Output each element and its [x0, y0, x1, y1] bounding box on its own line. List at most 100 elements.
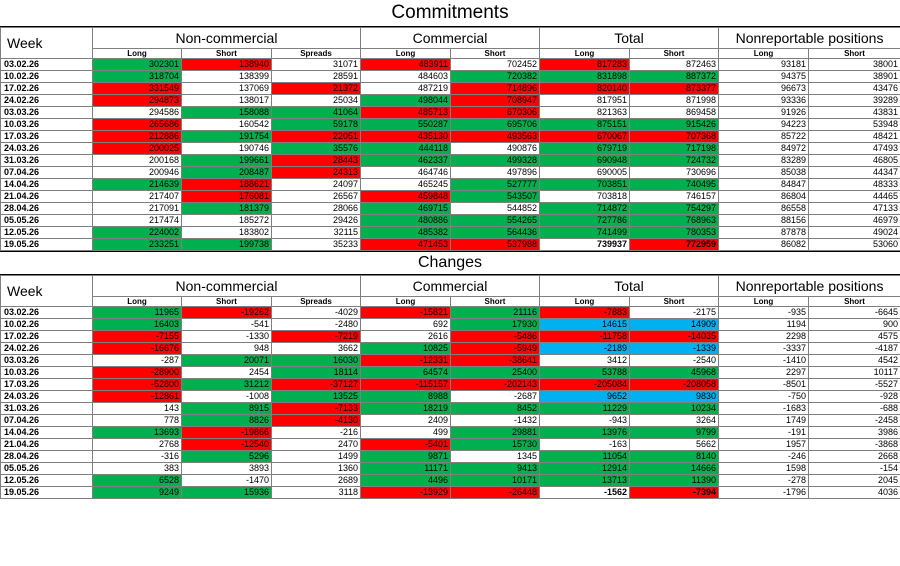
- value-cell: -26448: [450, 486, 540, 499]
- group-header-total: Total: [538, 27, 720, 49]
- value-cell: 53788: [539, 366, 630, 379]
- table-row: 07.04.26 778 8826 -4130 2409 -1432 -943 3264 174…: [0, 414, 900, 427]
- week-cell: 24.02.26: [0, 94, 93, 107]
- table-row: 14.04.26 13693 -19866 -216 499 29881 13976 9799…: [0, 426, 900, 439]
- value-cell: 39289: [808, 94, 900, 107]
- value-cell: 2689: [271, 474, 361, 487]
- value-cell: -11758: [539, 330, 630, 343]
- value-cell: 94223: [718, 118, 810, 131]
- value-cell: 11965: [92, 306, 182, 319]
- value-cell: 554265: [450, 214, 540, 227]
- value-cell: 720382: [450, 70, 540, 83]
- value-cell: 3264: [628, 414, 720, 427]
- sub-header-long: Long: [92, 296, 182, 307]
- value-cell: 948: [181, 342, 272, 355]
- value-cell: 543507: [450, 190, 540, 203]
- commitments-table: Week Non-commercial Commercial Total Non…: [0, 27, 900, 251]
- value-cell: -208058: [628, 378, 720, 391]
- table-row: 10.03.26 -28900 2454 18114 64574 25400 53788 45…: [0, 366, 900, 379]
- value-cell: 772959: [628, 238, 720, 251]
- week-cell: 31.03.26: [0, 154, 93, 167]
- week-cell: 14.04.26: [0, 426, 93, 439]
- value-cell: 527777: [450, 178, 540, 191]
- value-cell: -7155: [92, 330, 182, 343]
- value-cell: 185272: [181, 214, 272, 227]
- value-cell: -216: [271, 426, 361, 439]
- sub-header-long: Long: [92, 48, 182, 59]
- value-cell: 47493: [808, 142, 900, 155]
- value-cell: 2454: [181, 366, 272, 379]
- value-cell: 499: [360, 426, 451, 439]
- group-header-commercial: Commercial: [360, 275, 540, 297]
- sub-header-short: Short: [628, 48, 720, 59]
- value-cell: 29881: [450, 426, 540, 439]
- value-cell: 714872: [539, 202, 630, 215]
- value-cell: 38001: [808, 58, 900, 71]
- value-cell: 780353: [628, 226, 720, 239]
- sub-header-short: Short: [628, 296, 720, 307]
- value-cell: 5296: [181, 450, 272, 463]
- table-row: 24.03.26 200025 190746 35576 444118 490876 679…: [0, 142, 900, 155]
- table-row: 28.04.26 217091 181379 28066 469715 544852 714…: [0, 202, 900, 215]
- value-cell: -12861: [92, 390, 182, 403]
- value-cell: 16403: [92, 318, 182, 331]
- value-cell: 4575: [808, 330, 900, 343]
- table-row: 28.04.26 -316 5296 1499 9871 1345 11054 8140 -24…: [0, 450, 900, 463]
- value-cell: 4496: [360, 474, 451, 487]
- value-cell: -115157: [360, 378, 451, 391]
- value-cell: -14035: [628, 330, 720, 343]
- value-cell: 48421: [808, 130, 900, 143]
- value-cell: 87878: [718, 226, 810, 239]
- value-cell: 820140: [539, 82, 630, 95]
- value-cell: 11229: [539, 402, 630, 415]
- table-row: 31.03.26 143 8915 -7133 18219 8452 11229 10234-…: [0, 402, 900, 415]
- week-cell: 03.02.26: [0, 58, 93, 71]
- week-cell: 12.05.26: [0, 474, 93, 487]
- value-cell: 383: [92, 462, 182, 475]
- value-cell: 484603: [360, 70, 451, 83]
- value-cell: -1796: [718, 486, 810, 499]
- changes-table: Week Non-commercial Commercial Total Non…: [0, 275, 900, 499]
- value-cell: 499328: [450, 154, 540, 167]
- value-cell: 217091: [92, 202, 182, 215]
- value-cell: 86804: [718, 190, 810, 203]
- value-cell: 13525: [271, 390, 361, 403]
- value-cell: 435130: [360, 130, 451, 143]
- value-cell: 670067: [539, 130, 630, 143]
- value-cell: 31071: [271, 58, 361, 71]
- value-cell: -3337: [718, 342, 810, 355]
- value-cell: -246: [718, 450, 810, 463]
- value-cell: 480886: [360, 214, 451, 227]
- value-cell: -4130: [271, 414, 361, 427]
- value-cell: 707368: [628, 130, 720, 143]
- value-cell: 294586: [92, 106, 182, 119]
- value-cell: -28900: [92, 366, 182, 379]
- value-cell: -1562: [539, 486, 630, 499]
- value-cell: 15936: [181, 486, 272, 499]
- value-cell: 217407: [92, 190, 182, 203]
- value-cell: 2668: [808, 450, 900, 463]
- week-cell: 05.05.26: [0, 462, 93, 475]
- value-cell: 1194: [718, 318, 810, 331]
- value-cell: 38901: [808, 70, 900, 83]
- value-cell: 143: [92, 402, 182, 415]
- value-cell: 550287: [360, 118, 451, 131]
- value-cell: -935: [718, 306, 810, 319]
- value-cell: -37127: [271, 378, 361, 391]
- value-cell: -750: [718, 390, 810, 403]
- value-cell: 487219: [360, 82, 451, 95]
- value-cell: 564436: [450, 226, 540, 239]
- value-cell: 46979: [808, 214, 900, 227]
- value-cell: -1432: [450, 414, 540, 427]
- value-cell: 18219: [360, 402, 451, 415]
- value-cell: 21372: [271, 82, 361, 95]
- group-header-noncommercial: Non-commercial: [92, 27, 361, 49]
- value-cell: 485713: [360, 106, 451, 119]
- value-cell: 724732: [628, 154, 720, 167]
- sub-header-short: Short: [181, 296, 272, 307]
- value-cell: 96673: [718, 82, 810, 95]
- week-cell: 31.03.26: [0, 402, 93, 415]
- value-cell: 85038: [718, 166, 810, 179]
- table-row: 03.03.26 294586 158088 41064 485713 670306 821…: [0, 106, 900, 119]
- value-cell: 498044: [360, 94, 451, 107]
